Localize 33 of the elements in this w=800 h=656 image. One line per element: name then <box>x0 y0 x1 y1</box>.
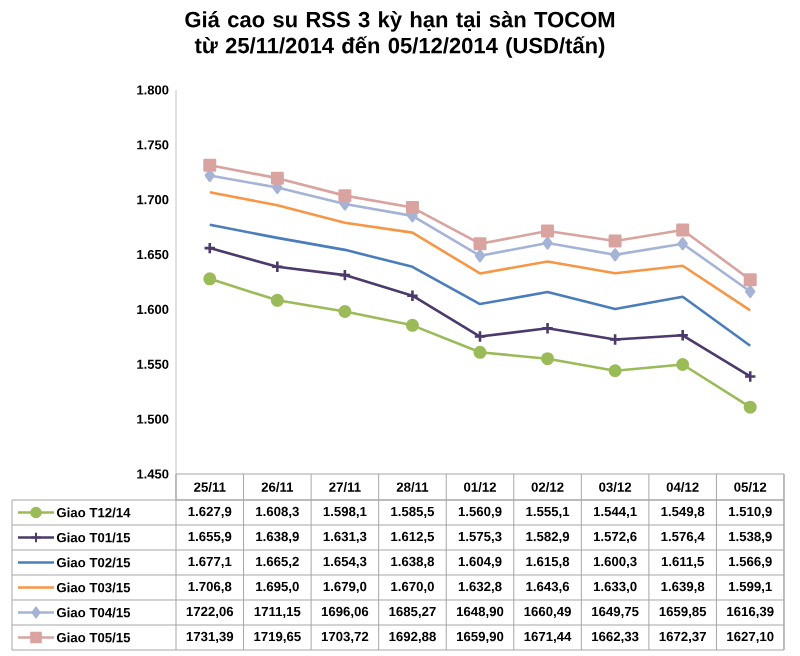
point <box>270 293 284 307</box>
point <box>541 352 555 366</box>
point <box>270 260 284 274</box>
point <box>541 224 555 238</box>
point <box>608 234 622 248</box>
point <box>405 201 419 215</box>
point <box>270 171 284 185</box>
point <box>338 305 352 319</box>
point <box>609 248 621 262</box>
point <box>203 158 217 172</box>
line-series <box>208 223 752 348</box>
point <box>743 273 757 287</box>
point <box>473 330 487 344</box>
point <box>542 236 553 250</box>
point <box>473 345 487 359</box>
point <box>203 272 217 286</box>
point <box>405 289 419 303</box>
point <box>676 358 690 371</box>
point <box>745 284 756 298</box>
point <box>743 400 757 414</box>
line-series <box>208 190 752 312</box>
point <box>405 318 419 332</box>
point <box>474 249 486 263</box>
point <box>541 321 555 335</box>
point <box>677 237 688 251</box>
point <box>473 237 487 251</box>
point <box>676 328 690 342</box>
chart-title: Giá cao su RSS 3 kỳ hạn tại sàn TOCOM từ 25/11/2014 đến 05/12/2014 (USD/tấn) <box>185 11 615 58</box>
point <box>608 332 622 346</box>
point <box>676 223 690 237</box>
point <box>608 364 622 378</box>
point <box>338 189 352 203</box>
point <box>338 268 352 282</box>
